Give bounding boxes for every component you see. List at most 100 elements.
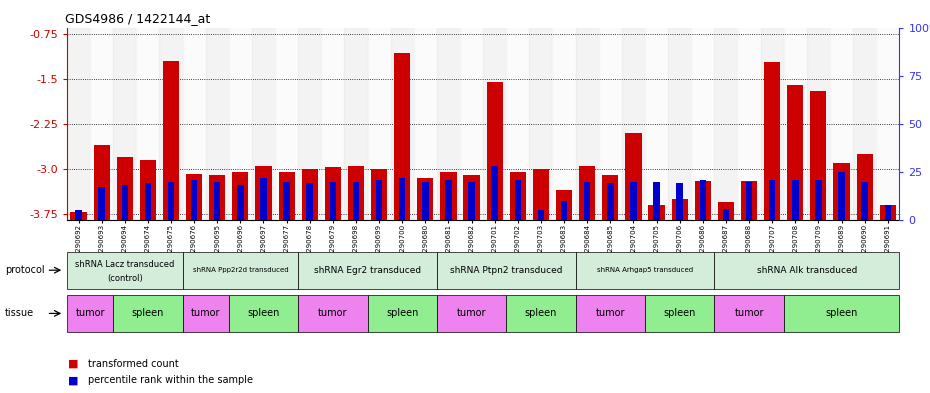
Bar — [691, 28, 714, 220]
Bar — [833, 163, 850, 220]
Bar — [191, 180, 197, 220]
Bar — [399, 178, 405, 220]
Bar — [676, 184, 683, 220]
Bar — [275, 28, 299, 220]
Bar — [668, 28, 691, 220]
Bar — [163, 61, 179, 220]
Bar — [853, 28, 876, 220]
Text: tumor: tumor — [457, 309, 486, 318]
Text: spleen: spleen — [825, 309, 857, 318]
Bar — [122, 185, 128, 220]
Bar — [491, 166, 498, 220]
Text: ■: ■ — [68, 358, 78, 369]
Bar — [209, 175, 225, 220]
Bar — [761, 28, 784, 220]
Bar — [348, 166, 364, 220]
Text: spleen: spleen — [386, 309, 418, 318]
Bar — [71, 212, 86, 220]
Bar — [186, 174, 202, 220]
Bar — [445, 180, 452, 220]
Text: shRNA Ptpn2 transduced: shRNA Ptpn2 transduced — [450, 266, 563, 275]
Text: shRNA Arhgap5 transduced: shRNA Arhgap5 transduced — [597, 267, 693, 273]
Bar — [556, 190, 572, 220]
Bar — [422, 182, 429, 220]
Bar — [284, 182, 290, 220]
Bar — [321, 28, 344, 220]
Bar — [506, 28, 529, 220]
Bar — [486, 82, 503, 220]
Bar — [90, 28, 113, 220]
Text: tumor: tumor — [735, 309, 764, 318]
Bar — [599, 28, 622, 220]
Bar — [603, 175, 618, 220]
Bar — [625, 133, 642, 220]
Bar — [622, 28, 645, 220]
Bar — [764, 62, 780, 220]
Bar — [741, 181, 757, 220]
Bar — [394, 53, 410, 220]
Bar — [99, 187, 105, 220]
Bar — [830, 28, 853, 220]
Bar — [631, 182, 637, 220]
Bar — [792, 180, 799, 220]
Bar — [784, 28, 807, 220]
Text: transformed count: transformed count — [88, 358, 179, 369]
Bar — [371, 169, 387, 220]
Bar — [137, 28, 159, 220]
Bar — [418, 178, 433, 220]
Bar — [113, 28, 137, 220]
Text: tumor: tumor — [191, 309, 220, 318]
Bar — [607, 184, 614, 220]
Text: tumor: tumor — [318, 309, 348, 318]
Text: percentile rank within the sample: percentile rank within the sample — [88, 375, 253, 386]
Bar — [256, 166, 272, 220]
Text: spleen: spleen — [525, 309, 557, 318]
Text: GDS4986 / 1422144_at: GDS4986 / 1422144_at — [65, 12, 210, 25]
Bar — [237, 185, 244, 220]
Bar — [352, 182, 359, 220]
Bar — [182, 28, 206, 220]
Text: shRNA Alk transduced: shRNA Alk transduced — [757, 266, 857, 275]
Bar — [463, 175, 480, 220]
Bar — [376, 180, 382, 220]
Bar — [510, 172, 525, 220]
Bar — [533, 169, 549, 220]
Bar — [329, 182, 336, 220]
Bar — [769, 180, 776, 220]
Bar — [838, 172, 844, 220]
Text: tissue: tissue — [5, 309, 33, 318]
Text: protocol: protocol — [5, 265, 45, 275]
Bar — [140, 160, 156, 220]
Bar — [576, 28, 599, 220]
Bar — [299, 28, 321, 220]
Bar — [67, 28, 90, 220]
Bar — [214, 182, 220, 220]
Bar — [671, 199, 688, 220]
Bar — [229, 28, 252, 220]
Bar — [159, 28, 182, 220]
Bar — [584, 182, 591, 220]
Bar — [469, 182, 475, 220]
Bar — [307, 184, 313, 220]
Bar — [810, 91, 827, 220]
Bar — [116, 157, 133, 220]
Bar — [648, 205, 665, 220]
Bar — [714, 28, 737, 220]
Bar — [807, 28, 830, 220]
Bar — [645, 28, 668, 220]
Bar — [232, 172, 248, 220]
Bar — [301, 169, 318, 220]
Bar — [167, 182, 174, 220]
Bar — [260, 178, 267, 220]
Bar — [884, 205, 891, 220]
Bar — [391, 28, 414, 220]
Bar — [552, 28, 576, 220]
Bar — [857, 154, 872, 220]
Text: shRNA Ppp2r2d transduced: shRNA Ppp2r2d transduced — [193, 267, 288, 273]
Bar — [344, 28, 367, 220]
Bar — [529, 28, 552, 220]
Text: spleen: spleen — [663, 309, 696, 318]
Bar — [861, 182, 868, 220]
Bar — [699, 180, 706, 220]
Bar — [787, 84, 804, 220]
